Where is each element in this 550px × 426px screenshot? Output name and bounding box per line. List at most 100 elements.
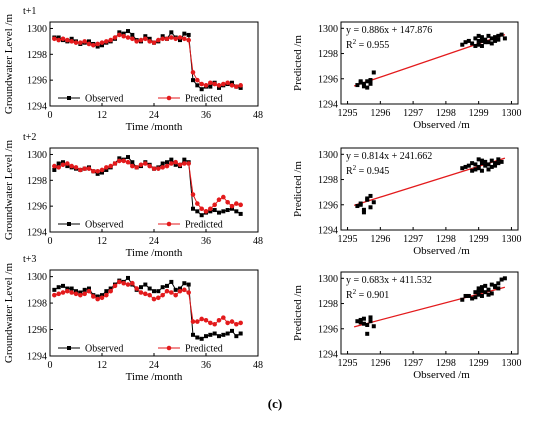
plot-frame: [49, 269, 259, 357]
scatter-point: [473, 167, 478, 172]
data-point-predicted: [156, 37, 161, 43]
data-point-observed: [199, 213, 204, 218]
data-point-predicted: [130, 163, 135, 169]
scatter-point: [365, 331, 370, 336]
scatter-point: [479, 285, 484, 290]
data-point-predicted: [160, 292, 165, 298]
y-tick-label: 1294: [27, 102, 47, 113]
data-point-predicted: [177, 35, 183, 40]
scatter-point: [493, 283, 498, 288]
x-axis-label: Observed /m: [413, 119, 470, 131]
scatter-panel-t+2: 1295 1296 1297 1298 1299 1300 1294 1296 1298 1300…: [292, 147, 521, 257]
data-point-predicted: [229, 203, 235, 209]
data-point-predicted: [65, 288, 70, 294]
data-point-predicted: [186, 37, 191, 43]
scatter-point: [479, 168, 484, 173]
scatter-point: [486, 162, 491, 167]
data-point-predicted: [225, 199, 230, 205]
legend-marker: [67, 346, 71, 350]
data-point-predicted: [164, 163, 170, 169]
data-point-predicted: [208, 206, 213, 212]
data-point-observed: [191, 206, 195, 211]
scatter-point: [371, 200, 376, 205]
data-point-observed: [208, 332, 213, 337]
data-point-predicted: [229, 83, 235, 88]
data-point-observed: [199, 87, 204, 92]
data-point-observed: [217, 210, 221, 215]
data-point-predicted: [130, 280, 135, 286]
scatter-point: [476, 157, 481, 162]
data-point-predicted: [203, 209, 209, 214]
data-point-observed: [104, 167, 109, 172]
data-point-observed: [56, 35, 61, 40]
scatter-point: [368, 315, 373, 320]
data-point-observed: [100, 43, 104, 48]
data-point-observed: [234, 209, 239, 214]
data-point-observed: [230, 328, 234, 333]
data-point-observed: [234, 334, 239, 339]
x-axis-label: Observed /m: [413, 245, 470, 257]
scatter-point: [358, 317, 363, 322]
data-point-predicted: [82, 166, 87, 171]
data-point-predicted: [60, 36, 66, 42]
x-tick-label: 12: [97, 360, 107, 371]
data-point-predicted: [151, 166, 157, 171]
data-point-predicted: [104, 39, 109, 44]
data-point-predicted: [173, 159, 178, 165]
scatter-point: [476, 288, 481, 293]
data-point-predicted: [52, 163, 57, 169]
data-point-predicted: [216, 83, 222, 88]
scatter-point: [473, 36, 478, 41]
series-line-observed: [54, 277, 241, 340]
scatter-point: [496, 37, 501, 42]
data-point-observed: [52, 287, 57, 292]
panel-tag: t+3: [23, 254, 36, 265]
data-point-predicted: [147, 292, 152, 298]
data-point-observed: [160, 161, 165, 166]
data-point-predicted: [238, 320, 243, 326]
scatter-point: [489, 282, 494, 287]
fit-equation: y = 0.814x + 241.662: [346, 151, 432, 162]
y-tick-label: 1298: [27, 176, 47, 187]
data-point-observed: [147, 36, 152, 41]
scatter-point: [361, 207, 366, 212]
data-point-observed: [165, 283, 169, 288]
scatter-point: [470, 41, 475, 46]
data-point-predicted: [169, 290, 174, 295]
data-point-observed: [169, 157, 174, 162]
data-point-predicted: [186, 290, 191, 295]
data-point-observed: [95, 294, 100, 299]
data-point-predicted: [169, 35, 174, 40]
data-point-predicted: [147, 163, 152, 169]
data-point-predicted: [143, 161, 148, 166]
data-point-predicted: [108, 163, 113, 169]
scatter-point: [358, 202, 363, 207]
scatter-point: [365, 322, 370, 327]
scatter-point: [493, 163, 498, 168]
data-point-observed: [117, 30, 122, 35]
x-tick-label: 1298: [436, 358, 456, 369]
data-point-predicted: [95, 41, 100, 47]
data-point-predicted: [95, 296, 100, 302]
data-point-predicted: [104, 165, 109, 170]
scatter-point: [365, 197, 370, 202]
scatter-point: [486, 40, 491, 45]
series-line-predicted: [54, 281, 241, 325]
data-point-observed: [186, 32, 191, 37]
data-point-predicted: [212, 81, 217, 87]
y-tick-label: 1300: [318, 150, 338, 161]
x-tick-label: 24: [149, 360, 159, 371]
y-tick-label: 1294: [27, 228, 47, 239]
data-point-predicted: [143, 291, 148, 297]
scatter-point: [368, 205, 373, 210]
scatter-point: [479, 161, 484, 166]
data-point-predicted: [99, 295, 105, 301]
scatter-point: [476, 292, 481, 297]
scatter-point: [365, 85, 370, 90]
data-point-predicted: [69, 290, 74, 295]
data-point-observed: [225, 331, 230, 336]
scatter-point: [361, 84, 366, 89]
data-point-predicted: [195, 77, 200, 83]
data-point-predicted: [82, 291, 87, 297]
data-point-predicted: [78, 167, 83, 173]
